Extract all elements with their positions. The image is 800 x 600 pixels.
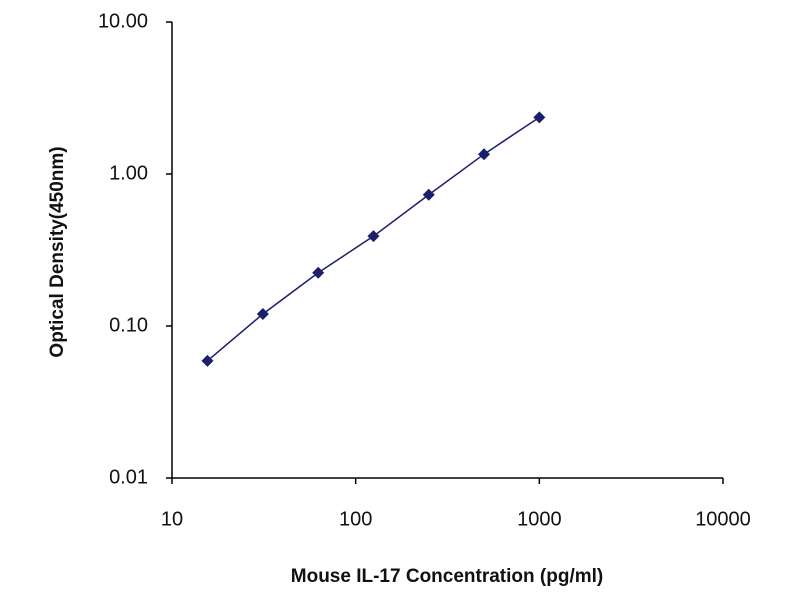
data-point: [312, 266, 325, 279]
data-point: [533, 111, 546, 124]
x-tick-label: 10000: [695, 508, 751, 530]
x-tick-label: 10: [161, 508, 183, 530]
data-point: [422, 188, 435, 201]
data-point: [201, 354, 214, 367]
data-point: [256, 307, 269, 320]
data-point: [478, 148, 491, 161]
x-tick-label: 100: [339, 508, 372, 530]
y-axis-label: Optical Density(450nm): [47, 146, 68, 357]
x-tick-label: 1000: [517, 508, 562, 530]
y-tick-label: 0.01: [109, 466, 148, 488]
x-axis-label: Mouse IL-17 Concentration (pg/ml): [291, 566, 603, 587]
y-tick-label: 1.00: [109, 162, 148, 184]
data-point: [367, 230, 380, 243]
y-tick-label: 10.00: [98, 10, 148, 32]
y-tick-label: 0.10: [109, 314, 148, 336]
